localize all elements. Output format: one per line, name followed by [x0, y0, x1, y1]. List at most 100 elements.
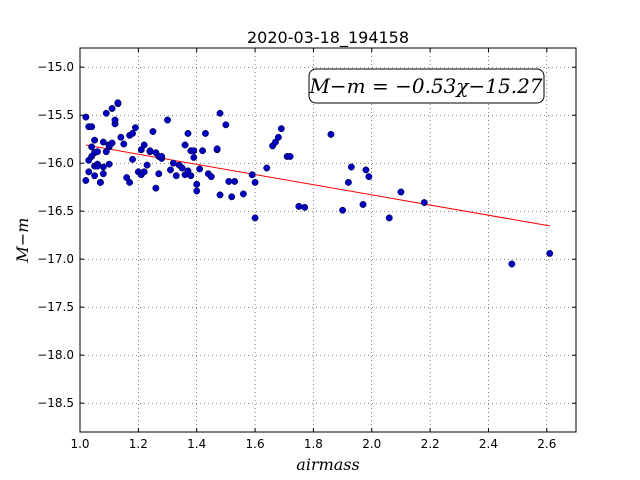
y-tick-label: −18.5 — [37, 396, 74, 410]
plot-frame — [79, 47, 577, 433]
data-point — [251, 214, 259, 222]
data-point — [172, 172, 180, 180]
data-point — [178, 164, 186, 172]
data-point — [190, 153, 198, 161]
y-axis-label: M−m — [13, 218, 32, 264]
data-point — [96, 178, 104, 186]
data-point — [344, 178, 352, 186]
x-tick-label: 2.4 — [479, 437, 498, 451]
annotation-frame — [308, 68, 545, 104]
data-point — [216, 109, 224, 117]
data-point — [146, 147, 154, 155]
data-point — [508, 260, 516, 268]
data-point — [362, 166, 370, 174]
data-point — [385, 214, 393, 222]
data-point — [164, 116, 171, 124]
data-point — [347, 163, 355, 171]
data-point — [228, 193, 236, 201]
data-point — [155, 170, 163, 178]
data-point — [213, 145, 221, 153]
x-tick-label: 1.6 — [246, 437, 265, 451]
data-point — [126, 178, 134, 186]
points-layer — [82, 99, 554, 268]
data-point — [327, 130, 335, 138]
data-point — [190, 147, 198, 155]
data-point — [239, 190, 247, 198]
x-tick-label: 1.8 — [304, 437, 323, 451]
chart-title: 2020-03-18_194158 — [247, 28, 409, 48]
tick-labels: 1.0 1.2 1.4 1.6 1.8 2.0 2.2 2.4 2.6 −15.0 −15.5 −16… — [37, 60, 556, 451]
data-point — [193, 180, 201, 188]
data-point — [295, 202, 303, 210]
data-point — [108, 139, 116, 147]
data-point — [277, 125, 285, 133]
data-point — [152, 184, 160, 192]
data-point — [85, 168, 93, 176]
data-point — [91, 136, 99, 144]
data-point — [397, 188, 405, 196]
y-tick-label: −15.5 — [37, 108, 74, 122]
x-tick-label: 1.2 — [129, 437, 148, 451]
data-point — [158, 153, 166, 160]
y-tick-label: −16.5 — [37, 204, 74, 218]
data-point — [88, 123, 96, 131]
data-point — [199, 147, 206, 155]
data-point — [94, 162, 101, 170]
data-point — [94, 148, 101, 156]
data-point — [169, 159, 177, 167]
data-point — [82, 113, 90, 121]
y-tick-label: −15.0 — [37, 60, 74, 74]
data-point — [231, 177, 239, 185]
y-tick-label: −16.0 — [37, 156, 74, 170]
data-point — [286, 153, 294, 160]
data-point — [88, 143, 96, 151]
data-point — [99, 170, 107, 178]
ticks — [79, 48, 576, 432]
data-point — [248, 171, 256, 179]
data-point — [111, 116, 119, 124]
data-point — [129, 129, 136, 137]
data-point — [193, 187, 201, 195]
data-point — [117, 133, 125, 141]
y-tick-label: −18.0 — [37, 348, 74, 362]
data-point — [149, 128, 157, 135]
data-point — [420, 199, 428, 207]
grid — [79, 48, 576, 432]
y-tick-label: −17.5 — [37, 300, 74, 314]
data-point — [225, 177, 233, 185]
data-point — [131, 124, 139, 132]
data-point — [187, 172, 195, 180]
data-point — [108, 105, 116, 112]
x-tick-label: 1.0 — [70, 437, 89, 451]
data-point — [105, 160, 113, 168]
data-point — [102, 109, 110, 117]
data-point — [143, 161, 151, 169]
data-point — [129, 155, 136, 163]
data-point — [546, 249, 554, 257]
x-tick-label: 2.2 — [421, 437, 440, 451]
data-point — [166, 166, 174, 174]
data-point — [365, 173, 373, 181]
data-point — [181, 141, 189, 149]
data-point — [99, 163, 107, 171]
data-point — [263, 164, 271, 172]
annotation-box: M−m = −0.53χ−15.27 — [308, 68, 545, 104]
x-axis-label: airmass — [296, 455, 359, 474]
data-point — [82, 177, 90, 184]
data-point — [222, 121, 230, 129]
data-point — [196, 165, 204, 173]
data-point — [251, 178, 259, 186]
data-point — [207, 173, 215, 181]
data-point — [114, 99, 122, 107]
data-point — [140, 141, 148, 149]
data-point — [140, 168, 148, 176]
data-point — [339, 206, 347, 214]
data-point — [99, 138, 107, 146]
data-point — [91, 172, 99, 180]
data-point — [301, 203, 309, 211]
data-point — [184, 129, 192, 137]
fit-equation: M−m = −0.53χ−15.27 — [308, 74, 542, 98]
y-tick-label: −17.0 — [37, 252, 74, 266]
data-point — [359, 201, 367, 208]
